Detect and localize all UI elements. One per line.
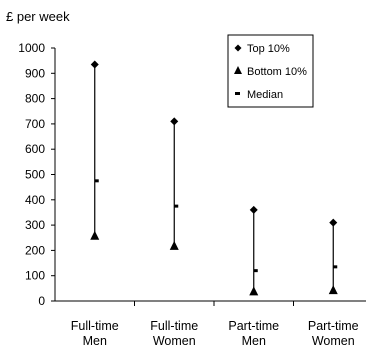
top-10-percent-point: [329, 218, 338, 227]
top-10-percent-point: [170, 117, 179, 126]
legend-label: Median: [247, 89, 283, 101]
legend-top-10-marker: [234, 44, 242, 52]
y-tick-label: 0: [38, 294, 45, 308]
range-lines: [94, 64, 334, 291]
median-point: [253, 269, 258, 273]
bottom-10-percent-point: [249, 286, 259, 296]
y-tick-label: 400: [25, 193, 45, 207]
x-category-label: Women: [312, 334, 355, 347]
legend-label: Bottom 10%: [247, 66, 307, 78]
x-category-label: Men: [242, 334, 266, 347]
y-tick-label: 900: [25, 66, 45, 80]
y-tick-label: 800: [25, 92, 45, 106]
legend: Top 10% Bottom 10% Median: [227, 34, 314, 108]
legend-median-marker: [235, 92, 240, 95]
y-tick-label: 600: [25, 142, 45, 156]
bottom-10-percent-point: [169, 240, 179, 250]
median-point: [333, 265, 338, 269]
y-tick-label: 700: [25, 117, 45, 131]
legend-bottom-10-marker: [234, 66, 242, 74]
y-tick-label: 100: [25, 269, 45, 283]
x-category-label: Full-time: [71, 319, 119, 333]
y-tick-label: 300: [25, 218, 45, 232]
top-10-percent-point: [249, 205, 258, 214]
legend-label: Top 10%: [247, 43, 290, 55]
x-category-label: Women: [153, 334, 196, 347]
bottom-10-percent-point: [90, 230, 100, 240]
x-axis-categories: Full-timeMenFull-timeWomenPart-timeMenPa…: [71, 301, 359, 347]
median-point: [174, 204, 179, 208]
top-10-percent-point: [90, 60, 99, 69]
x-category-label: Part-time: [228, 319, 279, 333]
legend-box: [227, 34, 314, 108]
x-category-label: Full-time: [150, 319, 198, 333]
y-tick-label: 200: [25, 243, 45, 257]
data-markers: [90, 60, 338, 296]
x-category-label: Part-time: [308, 319, 359, 333]
bottom-10-percent-point: [328, 285, 338, 295]
y-unit-label: £ per week: [6, 9, 70, 24]
y-tick-label: 1000: [18, 41, 45, 55]
y-axis-ticks: 0 100 200 300 400 500 600 700 800 900 1000: [18, 41, 55, 308]
median-point: [94, 179, 99, 183]
x-category-label: Men: [83, 334, 107, 347]
y-tick-label: 500: [25, 168, 45, 182]
